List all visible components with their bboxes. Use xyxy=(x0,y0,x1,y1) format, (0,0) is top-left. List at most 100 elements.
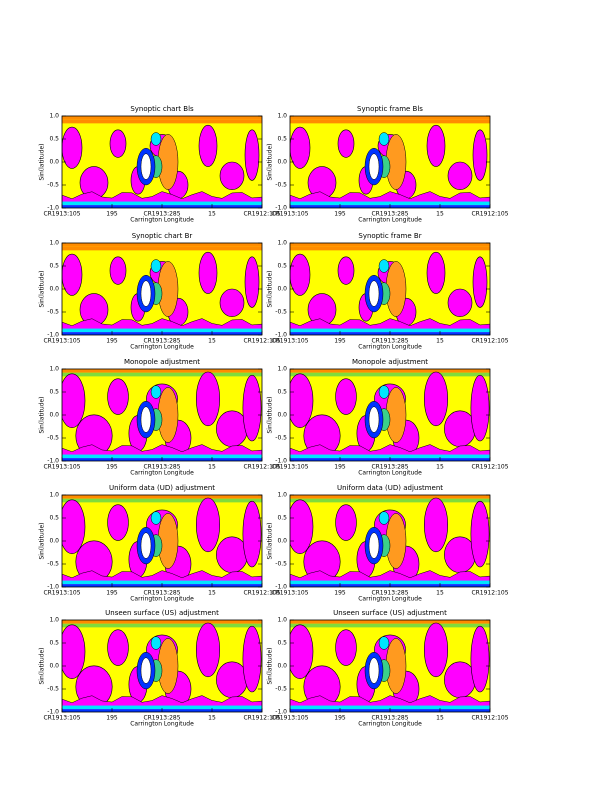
x-tick-label: CR1912:105 xyxy=(243,464,280,471)
x-axis-label: Carrington Longitude xyxy=(358,721,422,728)
panel-title: Synoptic frame Br xyxy=(358,232,421,240)
x-tick-label: 15 xyxy=(436,464,444,471)
contour-map xyxy=(290,620,490,712)
x-tick-label: 195 xyxy=(334,590,346,597)
contour-region xyxy=(198,251,218,294)
contour-band xyxy=(62,328,262,333)
x-axis-label: Carrington Longitude xyxy=(130,470,194,477)
x-tick-label: 195 xyxy=(334,211,346,218)
x-tick-label: CR1913:285 xyxy=(371,715,408,722)
contour-region xyxy=(62,373,86,428)
y-axis-label: Sin(latitude) xyxy=(39,144,46,181)
contour-region xyxy=(242,500,262,568)
contour-region xyxy=(107,629,129,666)
x-axis-label: Carrington Longitude xyxy=(358,470,422,477)
contour-region xyxy=(423,497,448,553)
x-tick-label: CR1913:105 xyxy=(43,590,80,597)
panel-title: Uniform data (UD) adjustment xyxy=(109,484,215,492)
contour-band xyxy=(62,620,262,624)
contour-region xyxy=(337,129,355,158)
y-tick-label: 0.0 xyxy=(49,159,59,166)
y-axis-label: Sin(latitude) xyxy=(39,523,46,560)
contour-map xyxy=(62,116,262,208)
x-tick-label: 15 xyxy=(436,715,444,722)
contour-region xyxy=(109,256,127,285)
contour-region xyxy=(290,126,311,169)
panel: Synoptic chart Br1.00.50.0-0.5-1.0CR1913… xyxy=(39,232,281,351)
contour-region xyxy=(335,629,357,666)
x-tick-label: CR1913:105 xyxy=(43,338,80,345)
y-axis-label: Sin(latitude) xyxy=(267,523,274,560)
panel-title: Uniform data (UD) adjustment xyxy=(337,484,443,492)
x-tick-label: 195 xyxy=(106,715,118,722)
contour-region xyxy=(140,657,152,684)
y-tick-label: -0.5 xyxy=(275,686,287,693)
x-axis-label: Carrington Longitude xyxy=(358,596,422,603)
panel: Unseen surface (US) adjustment 1.0 0.5 0.0 -… xyxy=(267,609,509,728)
x-axis-label: Carrington Longitude xyxy=(130,217,194,224)
x-tick-label: CR1912:105 xyxy=(471,715,508,722)
contour-band xyxy=(290,243,490,247)
contour-region xyxy=(109,129,127,158)
y-axis-label: Sin(latitude) xyxy=(267,144,274,181)
contour-band xyxy=(290,246,490,251)
x-tick-label: 15 xyxy=(436,338,444,345)
y-tick-label: 1.0 xyxy=(277,240,287,247)
contour-region xyxy=(368,532,380,559)
contour-region xyxy=(426,124,446,167)
x-tick-label: 15 xyxy=(208,590,216,597)
contour-band xyxy=(290,328,490,333)
y-axis-label: Sin(latitude) xyxy=(39,648,46,685)
y-tick-label: 1.0 xyxy=(277,492,287,499)
x-tick-label: 15 xyxy=(208,338,216,345)
contour-band xyxy=(62,454,262,459)
y-tick-label: 1.0 xyxy=(277,113,287,120)
y-tick-label: -0.5 xyxy=(275,561,287,568)
y-tick-label: -1.0 xyxy=(47,205,59,212)
contour-band xyxy=(62,623,262,628)
x-tick-label: CR1913:285 xyxy=(143,338,180,345)
panel: Synoptic frame Bls1.00.50.0-0.5-1.0CR191… xyxy=(267,105,509,224)
x-tick-label: CR1913:285 xyxy=(371,590,408,597)
x-axis-label: Carrington Longitude xyxy=(130,596,194,603)
y-tick-label: 0.5 xyxy=(277,640,287,647)
y-tick-label: -1.0 xyxy=(47,458,59,465)
contour-map xyxy=(62,369,262,461)
x-tick-label: 195 xyxy=(106,464,118,471)
contour-region xyxy=(150,385,162,399)
contour-region xyxy=(470,625,490,693)
contour-band xyxy=(62,246,262,251)
contour-region xyxy=(426,251,446,294)
contour-band xyxy=(62,705,262,710)
x-tick-label: 15 xyxy=(436,211,444,218)
y-axis-label: Sin(latitude) xyxy=(267,271,274,308)
contour-band xyxy=(290,369,490,373)
contour-region xyxy=(219,161,245,190)
y-tick-label: 0.5 xyxy=(277,389,287,396)
contour-band xyxy=(62,243,262,247)
contour-region xyxy=(472,256,488,308)
x-tick-label: CR1913:285 xyxy=(371,464,408,471)
contour-map xyxy=(62,243,262,335)
contour-region xyxy=(335,504,357,541)
contour-band xyxy=(290,454,490,459)
x-tick-label: CR1913:105 xyxy=(271,211,308,218)
y-tick-label: -0.5 xyxy=(275,182,287,189)
contour-region xyxy=(242,625,262,693)
panel: Monopole adjustment1.00.50.0-0.5-1.0CR19… xyxy=(39,358,281,477)
y-tick-label: 0.5 xyxy=(277,515,287,522)
contour-region xyxy=(378,132,390,146)
y-tick-label: 1.0 xyxy=(49,366,59,373)
x-tick-label: 195 xyxy=(334,464,346,471)
contour-region xyxy=(107,504,129,541)
contour-band xyxy=(62,580,262,585)
x-tick-label: CR1913:285 xyxy=(371,211,408,218)
contour-band xyxy=(290,580,490,585)
contour-region xyxy=(140,280,152,307)
x-tick-label: 195 xyxy=(106,338,118,345)
x-axis-label: Carrington Longitude xyxy=(130,721,194,728)
contour-band xyxy=(62,495,262,499)
contour-band xyxy=(62,116,262,120)
contour-map xyxy=(62,495,262,587)
contour-band xyxy=(290,620,490,624)
